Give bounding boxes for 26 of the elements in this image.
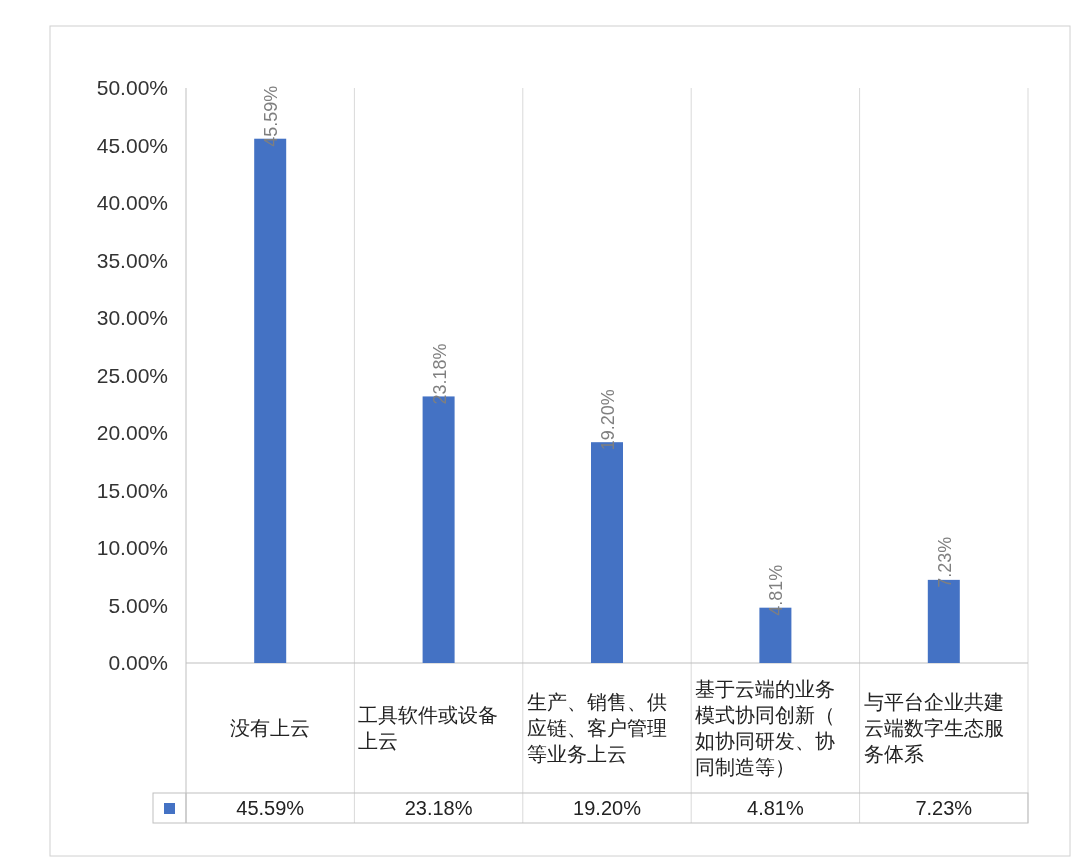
y-tick-label: 45.00%	[96, 133, 168, 157]
text: 7.23%	[934, 536, 955, 588]
y-tick-label: 0.00%	[108, 651, 168, 675]
x-tick-label: 与平台企业共建云端数字生态服务体系	[863, 691, 1004, 765]
x-tick-label: 没有上云	[230, 717, 311, 739]
data-label: 19.20%	[573, 797, 642, 819]
y-tick-label: 5.00%	[108, 593, 168, 617]
x-tick-label: 生产、销售、供应链、客户管理等业务上云	[526, 691, 667, 765]
data-label: 4.81%	[747, 797, 804, 819]
data-label: 23.18%	[404, 797, 473, 819]
y-tick-label: 20.00%	[96, 421, 168, 445]
y-tick-label: 10.00%	[96, 536, 168, 560]
data-label: 7.23%	[915, 797, 973, 819]
x-tick-label: 基于云端的业务模式协同创新（如协同研发、协同制造等）	[695, 678, 836, 778]
text: 23.18%	[429, 343, 450, 405]
text: 45.59%	[261, 85, 282, 147]
y-tick-label: 15.00%	[96, 478, 168, 502]
y-tick-label: 50.00%	[96, 76, 168, 100]
text: 19.20%	[598, 389, 618, 451]
y-tick-label: 25.00%	[96, 363, 168, 387]
x-tick-label: 工具软件或设备上云	[358, 704, 499, 752]
y-tick-label: 30.00%	[96, 306, 168, 330]
y-tick-label: 40.00%	[96, 191, 168, 215]
data-label: 45.59%	[236, 797, 305, 819]
text: 4.81%	[766, 564, 787, 616]
y-tick-label: 35.00%	[96, 248, 168, 272]
